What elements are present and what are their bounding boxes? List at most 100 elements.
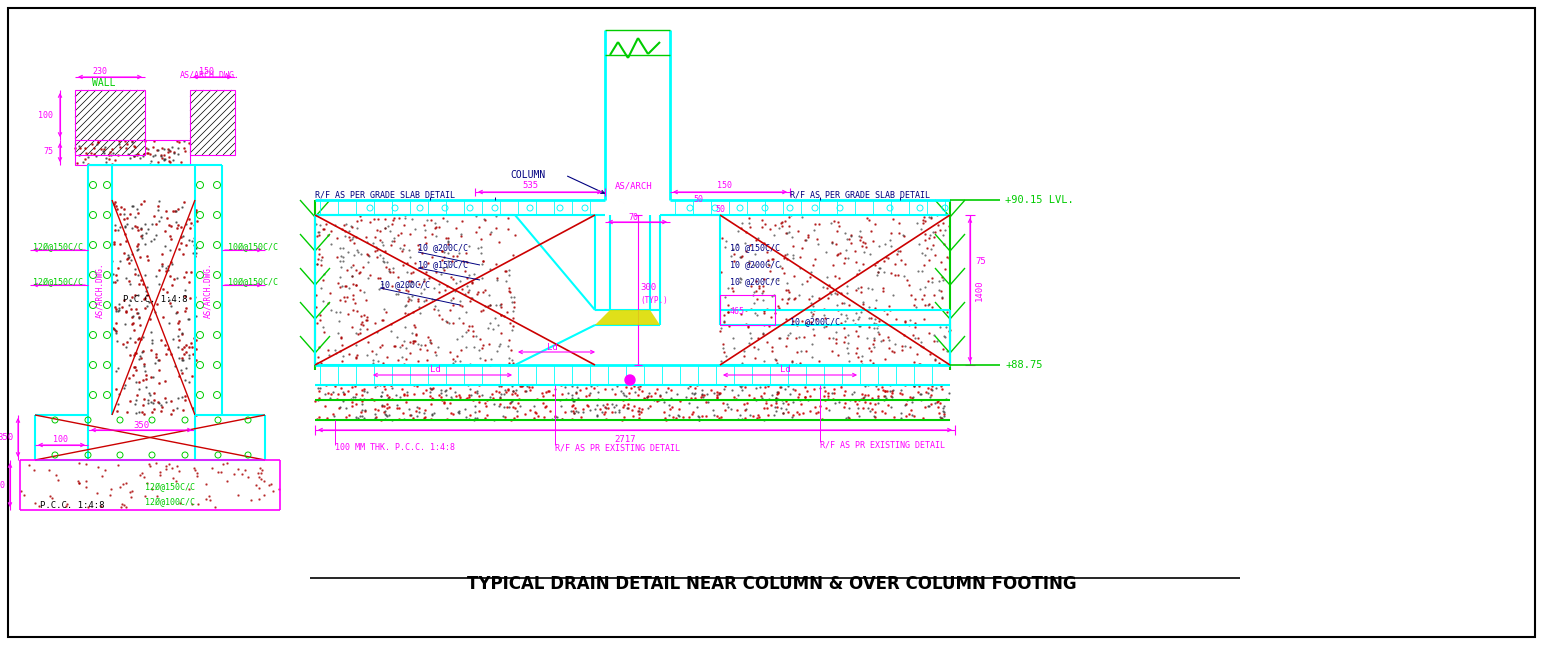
Point (751, 356, 776, 366)
Point (846, 412, 870, 422)
Point (477, 229, 501, 239)
Point (927, 284, 952, 295)
Point (370, 253, 395, 263)
Point (520, 382, 545, 392)
Point (398, 281, 423, 292)
Point (880, 388, 904, 398)
Point (483, 211, 508, 221)
Point (751, 402, 776, 413)
Point (173, 395, 198, 405)
Point (113, 221, 137, 231)
Point (881, 347, 906, 357)
Point (758, 266, 782, 277)
Text: 10Ø@150C/C: 10Ø@150C/C (228, 279, 278, 288)
Point (846, 313, 870, 324)
Point (913, 229, 938, 239)
Point (832, 337, 856, 347)
Point (798, 391, 822, 401)
Point (397, 286, 421, 296)
Point (548, 380, 572, 390)
Point (435, 232, 460, 243)
Point (386, 289, 410, 299)
Point (355, 237, 380, 247)
Point (133, 490, 157, 501)
Point (792, 382, 816, 392)
Point (824, 338, 849, 348)
Point (785, 225, 810, 235)
Text: 230: 230 (93, 68, 108, 77)
Point (896, 320, 921, 330)
Point (731, 399, 756, 410)
Point (125, 204, 150, 214)
Point (346, 215, 370, 226)
Point (736, 321, 761, 332)
Point (733, 413, 758, 423)
Point (903, 322, 927, 332)
Point (119, 146, 143, 157)
Point (816, 333, 841, 343)
Point (691, 390, 716, 400)
Point (486, 401, 511, 412)
Point (926, 336, 950, 346)
Point (850, 259, 875, 269)
Point (880, 402, 904, 412)
Point (741, 290, 765, 300)
Point (148, 466, 173, 477)
Point (117, 295, 142, 306)
Point (870, 384, 895, 395)
Point (372, 384, 397, 394)
Point (120, 312, 145, 322)
Point (863, 323, 887, 333)
Point (813, 246, 838, 257)
Point (415, 215, 440, 225)
Point (866, 319, 890, 330)
Point (122, 362, 147, 372)
Point (850, 403, 875, 413)
Point (322, 344, 347, 355)
Point (460, 321, 485, 331)
Point (312, 268, 336, 279)
Point (918, 392, 943, 402)
Point (917, 299, 941, 309)
Point (116, 275, 140, 286)
Point (401, 336, 426, 346)
Point (435, 414, 460, 424)
Point (893, 380, 918, 390)
Point (832, 390, 856, 400)
Point (380, 236, 404, 246)
Point (116, 149, 140, 159)
Point (343, 381, 367, 392)
Point (127, 313, 151, 323)
Point (909, 388, 934, 399)
Point (846, 402, 870, 413)
Point (785, 392, 810, 402)
Point (503, 388, 528, 398)
Point (143, 230, 168, 241)
Point (122, 151, 147, 161)
Point (329, 243, 353, 253)
Point (103, 306, 128, 316)
Point (540, 414, 565, 424)
Point (306, 254, 330, 264)
Point (508, 401, 532, 412)
Point (560, 400, 585, 410)
Point (449, 229, 474, 239)
Point (725, 414, 750, 424)
Point (406, 356, 430, 366)
Point (370, 255, 395, 266)
Point (400, 267, 424, 277)
Point (802, 402, 827, 413)
Point (833, 386, 858, 396)
Point (839, 389, 864, 399)
Point (775, 298, 799, 308)
Point (853, 397, 878, 408)
Point (358, 216, 383, 226)
Point (495, 341, 520, 352)
Point (398, 295, 423, 305)
Point (708, 356, 733, 366)
Point (930, 344, 955, 354)
Point (380, 219, 404, 229)
Point (139, 334, 164, 344)
Point (397, 296, 421, 306)
Point (932, 410, 957, 420)
